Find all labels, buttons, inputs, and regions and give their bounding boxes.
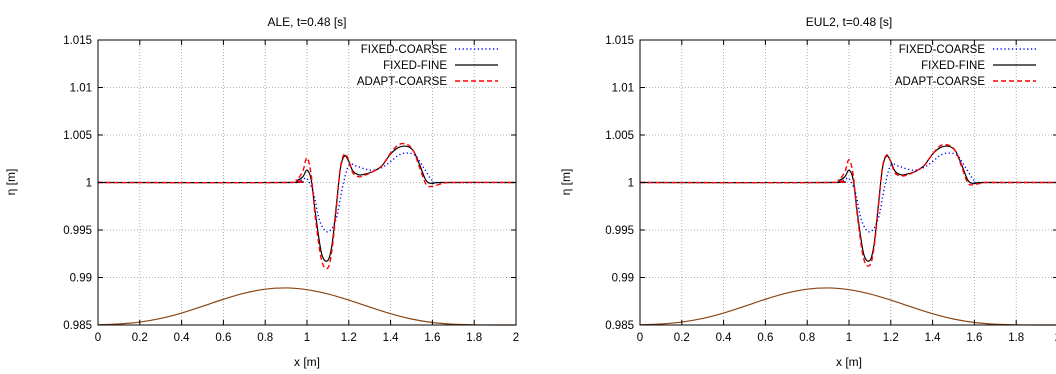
plot-curves — [97, 142, 517, 326]
x-tick-label: 0.8 — [257, 332, 273, 344]
axis-ticks — [97, 39, 517, 326]
x-tick-label: 1.6 — [424, 332, 440, 344]
y-tick-label: 0.995 — [605, 225, 634, 237]
x-tick-label: 1.8 — [1008, 332, 1024, 344]
y-axis-label: η [m] — [559, 169, 573, 196]
series-line-fixed-coarse — [639, 152, 1056, 233]
legend-label-adapt-coarse: ADAPT-COARSE — [357, 76, 447, 88]
x-tick-label: 2 — [513, 332, 519, 344]
chart-title: ALE, t=0.48 [s] — [267, 15, 346, 29]
legend-label-fixed-coarse: FIXED-COARSE — [361, 44, 448, 56]
plot-curves — [639, 143, 1056, 326]
x-axis-label: x [m] — [836, 355, 862, 369]
y-tick-label: 1.015 — [605, 35, 634, 47]
y-tick-label: 0.985 — [63, 320, 92, 332]
legend: FIXED-COARSE FIXED-FINE ADAPT-COARSE — [357, 44, 498, 88]
x-tick-label: 2 — [1055, 332, 1056, 344]
x-tick-label: 0.4 — [174, 332, 191, 344]
chart-ale: ALE, t=0.48 [s] 0 0.2 0.4 0.6 0.8 1 1.2 1.4 1.6 1… — [4, 15, 519, 369]
legend-label-fixed-fine: FIXED-FINE — [383, 60, 447, 72]
x-tick-label: 1.2 — [341, 332, 357, 344]
legend-label-fixed-coarse: FIXED-COARSE — [899, 44, 986, 56]
y-tick-label: 1 — [86, 178, 92, 190]
y-tick-label: 1.01 — [70, 83, 92, 95]
y-tick-label: 1.01 — [612, 83, 634, 95]
series-line-fixed-fine — [639, 145, 1056, 262]
x-tick-label: 1.6 — [966, 332, 982, 344]
y-tick-label: 0.99 — [612, 273, 634, 285]
legend: FIXED-COARSE FIXED-FINE ADAPT-COARSE — [895, 44, 1036, 88]
x-tick-label: 1 — [846, 332, 852, 344]
y-tick-label: 0.985 — [605, 320, 634, 332]
y-tick-label: 1.005 — [605, 130, 634, 142]
x-tick-label: 0.6 — [757, 332, 773, 344]
y-tick-label: 1.015 — [63, 35, 92, 47]
chart-eul2: EUL2, t=0.48 [s] 0 0.2 0.4 0.6 0.8 1 1.2 1.4 1.6… — [559, 15, 1056, 369]
x-tick-label: 0.8 — [799, 332, 815, 344]
x-tick-label: 0.2 — [674, 332, 690, 344]
x-tick-label: 1.4 — [383, 332, 400, 344]
y-tick-label: 1 — [628, 178, 634, 190]
legend-label-adapt-coarse: ADAPT-COARSE — [895, 76, 985, 88]
y-tick-label: 0.995 — [63, 225, 92, 237]
x-tick-label: 0.4 — [716, 332, 733, 344]
x-tick-label: 1.4 — [925, 332, 942, 344]
axis-tick-labels: 0 0.2 0.4 0.6 0.8 1 1.2 1.4 1.6 1.8 2 0.985 0.99 0.99… — [605, 35, 1056, 344]
series-line-bottom-profile — [97, 287, 517, 326]
x-tick-label: 0.6 — [215, 332, 231, 344]
series-line-fixed-coarse — [97, 152, 517, 233]
x-tick-label: 1.2 — [883, 332, 899, 344]
series-line-bottom-profile — [639, 287, 1056, 326]
x-tick-label: 0 — [95, 332, 101, 344]
x-tick-label: 0 — [637, 332, 643, 344]
x-tick-label: 1 — [304, 332, 310, 344]
y-tick-label: 1.005 — [63, 130, 92, 142]
y-axis-label: η [m] — [4, 169, 18, 196]
legend-label-fixed-fine: FIXED-FINE — [921, 60, 985, 72]
axis-tick-labels: 0 0.2 0.4 0.6 0.8 1 1.2 1.4 1.6 1.8 2 0.985 0.99 0.99… — [63, 35, 519, 344]
x-tick-label: 1.8 — [466, 332, 482, 344]
x-axis-label: x [m] — [294, 355, 320, 369]
x-tick-label: 0.2 — [132, 332, 148, 344]
chart-title: EUL2, t=0.48 [s] — [806, 15, 892, 29]
series-line-adapt-coarse — [639, 143, 1056, 267]
y-tick-label: 0.99 — [70, 273, 92, 285]
